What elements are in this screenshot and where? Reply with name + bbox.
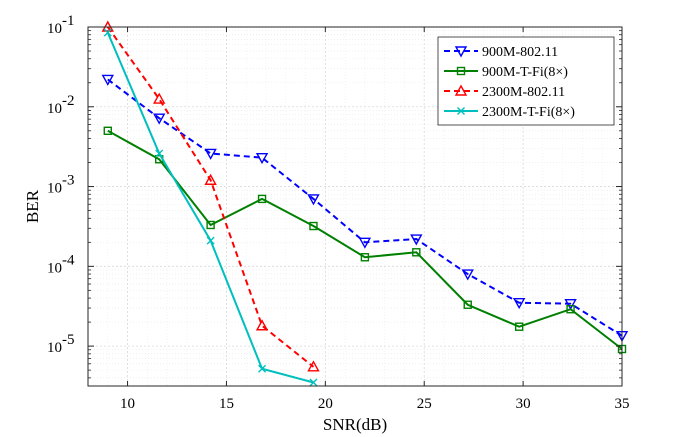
legend-marker	[454, 46, 468, 58]
ticks-layer	[88, 26, 623, 386]
y-tick-label: 10	[47, 340, 62, 356]
legend-label: 900M-T-Fi(8×)	[482, 65, 568, 80]
series-line	[107, 78, 623, 337]
data-point	[103, 126, 112, 135]
data-point	[204, 148, 217, 160]
x-tick-label: 15	[219, 396, 234, 412]
legend-marker	[454, 84, 468, 96]
data-point	[307, 194, 320, 206]
data-point	[461, 269, 474, 281]
legend-marker	[456, 66, 466, 76]
series-layer	[101, 20, 629, 387]
data-point	[101, 74, 114, 86]
data-point	[412, 248, 421, 257]
legend-entry: 900M-T-Fi(8×)	[444, 65, 568, 80]
data-point	[514, 322, 524, 331]
data-point	[255, 319, 269, 331]
series-4	[103, 28, 318, 387]
plot-frame	[87, 26, 623, 387]
legend-label: 900M-802.11	[482, 45, 558, 60]
y-tick-exponent: -5	[62, 332, 75, 348]
legend-label: 2300M-T-Fi(8×)	[482, 105, 575, 120]
series-2	[103, 126, 627, 354]
data-point	[153, 92, 166, 104]
y-tick-label: 10	[47, 260, 62, 276]
data-point	[410, 234, 423, 246]
legend: 900M-802.11 900M-T-Fi(8×) 2300M-802.11 2300…	[437, 36, 615, 126]
x-tick-label: 10	[120, 396, 135, 412]
y-axis-label: BER	[23, 189, 42, 223]
data-point	[360, 253, 370, 262]
data-point	[358, 237, 372, 249]
y-tick-label: 10	[47, 21, 62, 37]
legend-marker	[457, 107, 465, 115]
data-point	[155, 149, 164, 158]
x-tick-label: 25	[417, 396, 432, 412]
y-tick-exponent: -1	[62, 13, 75, 29]
data-point	[206, 220, 215, 230]
data-point	[309, 378, 318, 387]
data-point	[512, 298, 526, 310]
data-point	[204, 173, 217, 185]
data-point	[257, 194, 267, 204]
legend-label: 2300M-802.11	[482, 85, 565, 100]
legend-entry: 900M-802.11	[444, 45, 558, 60]
y-tick-exponent: -3	[62, 173, 75, 189]
data-point	[103, 28, 112, 37]
y-tick-label: 10	[47, 181, 62, 197]
data-point	[566, 305, 575, 314]
data-point	[309, 221, 318, 231]
series-1	[101, 74, 629, 343]
x-tick-label: 35	[615, 396, 630, 412]
y-tick-label: 10	[47, 101, 62, 117]
series-line	[106, 26, 315, 368]
y-tick-exponent: -4	[62, 252, 75, 268]
data-point	[153, 113, 166, 125]
series-line	[107, 129, 623, 350]
legend-entry: 2300M-T-Fi(8×)	[444, 105, 575, 120]
data-point	[206, 236, 215, 245]
data-point	[463, 300, 472, 309]
legend-entry: 2300M-802.11	[444, 84, 565, 100]
data-point	[258, 364, 267, 373]
data-point	[255, 152, 269, 165]
data-point	[564, 299, 577, 311]
x-tick-label: 30	[516, 396, 531, 412]
y-tick-exponent: -2	[62, 93, 75, 109]
data-point	[307, 360, 320, 372]
x-tick-label: 20	[318, 396, 333, 412]
x-axis-label: SNR(dB)	[323, 415, 387, 434]
